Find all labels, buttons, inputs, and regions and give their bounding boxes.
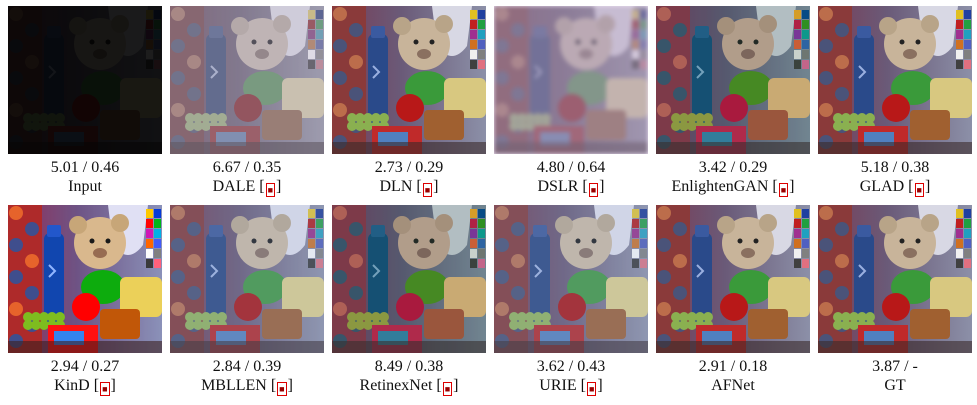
panel-image (8, 6, 162, 154)
citation-badge[interactable]: ■ (778, 183, 789, 197)
panel-image (332, 205, 486, 353)
scene-photo (170, 205, 324, 353)
scene-photo (170, 6, 324, 154)
citation-badge[interactable]: ■ (422, 183, 433, 197)
panel-image (8, 205, 162, 353)
panel-label: MBLLEN [■] (201, 377, 293, 396)
scene-photo (656, 205, 810, 353)
panel-image (170, 205, 324, 353)
panel-metric: 3.62 / 0.43 (536, 358, 606, 375)
panel-metric: 2.84 / 0.39 (212, 358, 282, 375)
panel-metric: 6.67 / 0.35 (212, 159, 282, 176)
panel-metric: 3.42 / 0.29 (698, 159, 768, 176)
panel-retinexnet: 8.49 / 0.38 RetinexNet [■] (332, 205, 486, 401)
panel-metric: 4.80 / 0.64 (536, 159, 606, 176)
panel-glad: 5.18 / 0.38 GLAD [■] (818, 6, 972, 202)
panel-label: URIE [■] (539, 377, 603, 396)
panel-image (170, 6, 324, 154)
citation-badge[interactable]: ■ (914, 183, 924, 197)
panel-image (656, 205, 810, 353)
panel-label: GLAD [■] (859, 178, 931, 197)
panel-image (494, 6, 648, 154)
citation-badge[interactable]: ■ (100, 382, 110, 396)
scene-photo (656, 6, 810, 154)
panel-image (818, 6, 972, 154)
panel-label: DLN [■] (379, 178, 439, 197)
panel-urie: 3.62 / 0.43 URIE [■] (494, 205, 648, 401)
panel-dslr: 4.80 / 0.64 DSLR [■] (494, 6, 648, 202)
panel-enlightengan: 3.42 / 0.29 EnlightenGAN [■] (656, 6, 810, 202)
panel-kind: 2.94 / 0.27 KinD [■] (8, 205, 162, 401)
panel-label: DSLR [■] (537, 178, 605, 197)
figure-row-1: 5.01 / 0.46 Input 6.67 / 0.35 DALE [■] 2… (8, 6, 972, 202)
panel-metric: 8.49 / 0.38 (374, 358, 444, 375)
scene-photo (8, 6, 162, 154)
panel-metric: 5.01 / 0.46 (50, 159, 120, 176)
panel-metric: 2.91 / 0.18 (698, 358, 768, 375)
panel-label: KinD [■] (54, 377, 116, 396)
panel-label: GT (884, 377, 906, 394)
panel-metric: 2.94 / 0.27 (50, 358, 120, 375)
panel-gt: 3.87 / - GT (818, 205, 972, 401)
panel-afnet: 2.91 / 0.18 AFNet (656, 205, 810, 401)
panel-input: 5.01 / 0.46 Input (8, 6, 162, 202)
panel-metric: 2.73 / 0.29 (374, 159, 444, 176)
citation-badge[interactable]: ■ (588, 183, 599, 197)
panel-dln: 2.73 / 0.29 DLN [■] (332, 6, 486, 202)
panel-label: DALE [■] (212, 178, 282, 197)
figure-row-2: 2.94 / 0.27 KinD [■] 2.84 / 0.39 MBLLEN … (8, 205, 972, 401)
panel-image (818, 205, 972, 353)
panel-label: Input (68, 178, 102, 195)
panel-metric: 5.18 / 0.38 (860, 159, 930, 176)
scene-photo (494, 6, 648, 154)
panel-label: RetinexNet [■] (359, 377, 459, 396)
scene-photo (8, 205, 162, 353)
panel-metric: 3.87 / - (872, 358, 918, 375)
citation-badge[interactable]: ■ (586, 382, 597, 396)
panel-dale: 6.67 / 0.35 DALE [■] (170, 6, 324, 202)
panel-image (332, 6, 486, 154)
citation-badge[interactable]: ■ (277, 382, 287, 396)
panel-image (494, 205, 648, 353)
scene-photo (494, 205, 648, 353)
panel-label: EnlightenGAN [■] (671, 178, 795, 197)
citation-badge[interactable]: ■ (442, 382, 453, 396)
panel-mbllen: 2.84 / 0.39 MBLLEN [■] (170, 205, 324, 401)
scene-photo (818, 6, 972, 154)
scene-photo (818, 205, 972, 353)
citation-badge[interactable]: ■ (265, 183, 276, 197)
scene-photo (332, 205, 486, 353)
scene-photo (332, 6, 486, 154)
panel-image (656, 6, 810, 154)
panel-label: AFNet (711, 377, 755, 394)
